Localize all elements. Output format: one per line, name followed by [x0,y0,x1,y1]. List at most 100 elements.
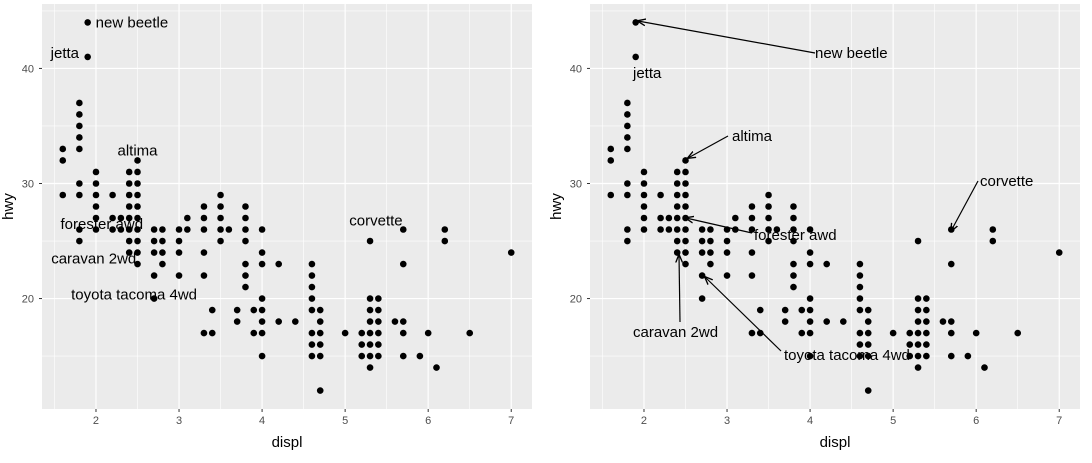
data-point [125,237,133,245]
data-point [233,318,241,325]
data-point [150,249,158,256]
data-point [184,226,191,233]
data-point [242,272,249,279]
data-point [117,226,125,233]
data-point [109,214,116,222]
x-tick-label: 7 [1056,415,1062,427]
data-point [316,329,324,337]
data-point [250,329,258,337]
data-point [947,329,955,337]
data-point [856,272,864,279]
data-point [507,249,515,256]
data-point [258,260,266,268]
data-point [366,364,374,371]
data-point [308,341,316,348]
data-point [607,145,615,153]
data-point [76,122,83,130]
data-point [640,180,648,187]
data-point [217,191,224,199]
data-point [375,341,382,348]
data-point [914,341,922,348]
data-point [375,329,382,337]
data-point [682,168,689,176]
x-tick-label: 6 [425,415,431,427]
data-point [159,260,166,268]
data-point [906,341,914,348]
data-point [665,214,673,222]
data-point [947,260,955,268]
chart-panel-1: 2 3 4 5 6 7 20 30 40 displ hwy new beetle jetta altim… [0,4,532,451]
data-point [200,226,208,233]
data-point [275,318,282,325]
data-point [92,226,100,233]
data-point [125,168,133,176]
data-point [673,237,681,245]
data-point [723,237,731,245]
data-point [208,306,216,314]
data-point [134,260,141,268]
data-point [366,237,374,245]
data-point [707,237,714,245]
data-point [972,329,980,337]
data-point [242,283,249,291]
data-point [765,203,772,210]
x-tick-label: 4 [807,415,813,427]
label-arrow [705,277,782,352]
data-point [989,226,997,233]
data-point [723,249,731,256]
y-tick-label: 30 [570,178,582,190]
data-point [864,387,872,394]
point-label: caravan 2wd [51,251,136,268]
data-point [316,341,324,348]
data-point [806,306,814,314]
chart-panel-2: 2 3 4 5 6 7 20 30 40 displ hwy new beetle jetta altim… [548,4,1080,451]
data-point [914,295,922,302]
data-point [823,318,830,325]
data-point [341,329,349,337]
data-point [258,352,266,360]
data-point [316,387,324,394]
data-point [1014,329,1022,337]
data-point [756,306,764,314]
data-point [217,214,224,222]
point-label: toyota tacoma 4wd [71,287,197,304]
data-point [125,203,133,210]
data-point [682,226,689,233]
data-point [823,260,830,268]
data-point [914,329,922,337]
data-point [947,352,955,360]
data-point [217,237,224,245]
data-point [624,111,631,118]
data-point [366,329,374,337]
data-point [682,203,689,210]
data-point [624,145,631,153]
data-point [200,249,208,256]
data-point [433,364,440,371]
data-point [707,249,714,256]
point-label: caravan 2wd [633,324,718,341]
point-label: forester awd [61,216,144,233]
data-point [258,329,266,337]
data-point [947,318,955,325]
data-point [607,191,615,199]
data-point [914,352,922,360]
data-point [125,249,133,256]
data-point [923,318,930,325]
data-point [906,329,914,337]
label-arrow [951,180,979,231]
data-point [125,191,133,199]
data-point [466,329,474,337]
data-point [1055,249,1063,256]
data-point [657,191,664,199]
data-point [939,318,947,325]
y-axis-title: hwy [548,193,565,220]
data-point [92,214,100,222]
data-point [748,249,756,256]
data-point [781,318,789,325]
data-point [756,329,764,337]
data-point [806,329,814,337]
data-point [790,203,797,210]
y-tick-label: 40 [570,63,582,75]
data-point [748,214,756,222]
